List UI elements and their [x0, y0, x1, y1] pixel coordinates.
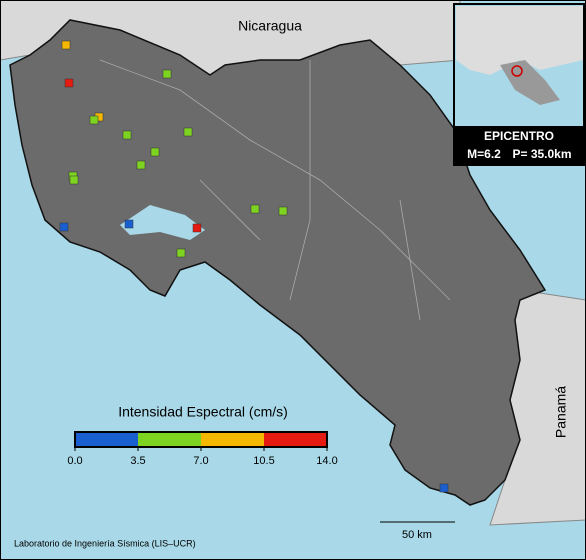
magnitude: M=6.2 [467, 147, 501, 161]
station [61, 40, 71, 50]
colorbar-tick-label: 3.5 [130, 455, 145, 467]
station [59, 222, 69, 232]
colorbar-segment [201, 432, 264, 447]
station [278, 206, 288, 216]
stations [59, 40, 449, 493]
colorbar: 0.0 3.5 7.0 10.5 14.0 [67, 431, 338, 467]
station [183, 127, 193, 137]
colorbar-tick-label: 0.0 [67, 455, 82, 467]
legend-title: Intensidad Espectral (cm/s) [118, 404, 288, 420]
colorbar-segment [138, 432, 201, 447]
station [124, 219, 134, 229]
station [250, 204, 260, 214]
colorbar-tick-label: 14.0 [316, 455, 337, 467]
costa-rica-land [9, 19, 547, 506]
epicenter-marker [511, 65, 523, 77]
colorbar-segment [75, 432, 138, 447]
station [136, 160, 146, 170]
station [162, 69, 172, 79]
station [192, 223, 202, 233]
inset-land [500, 60, 560, 105]
station [122, 130, 132, 140]
province-borders [99, 59, 451, 321]
station [89, 115, 99, 125]
colorbar-tick-label: 10.5 [253, 455, 274, 467]
inset: EPICENTRO M=6.2 P= 35.0km [453, 3, 585, 166]
station [176, 248, 186, 258]
station [64, 78, 74, 88]
gulf [120, 205, 205, 240]
inset-caption-bg [455, 126, 583, 164]
station [69, 175, 79, 185]
credit: Laboratorio de Ingeniería Sísmica (LIS–U… [14, 538, 196, 548]
inset-title: EPICENTRO [484, 129, 554, 143]
colorbar-tick-label: 7.0 [193, 455, 208, 467]
country-label: Nicaragua [238, 18, 302, 34]
country-label: Panamá [553, 386, 569, 438]
colorbar-segment [264, 432, 327, 447]
scale-label: 50 km [402, 529, 432, 541]
depth: P= 35.0km [512, 147, 571, 161]
station [150, 147, 160, 157]
inset-land [456, 6, 583, 75]
station [439, 483, 449, 493]
